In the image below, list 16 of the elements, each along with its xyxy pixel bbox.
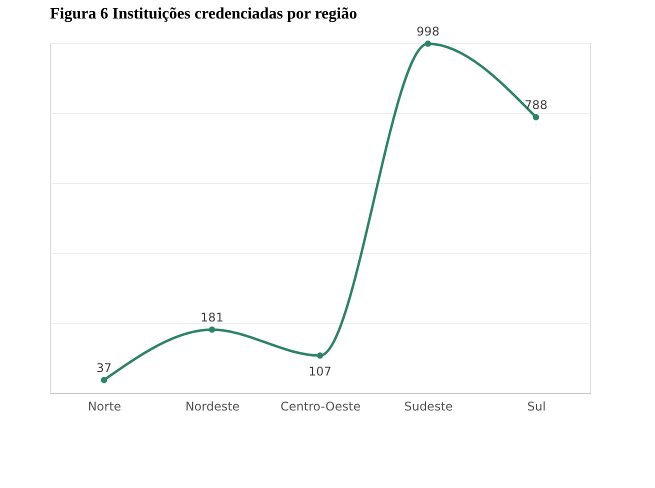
- x-tick-label: Nordeste: [185, 400, 240, 414]
- x-tick-label: Centro-Oeste: [280, 400, 361, 414]
- data-label: 107: [308, 364, 332, 379]
- data-label: 998: [416, 24, 440, 39]
- point: [316, 352, 324, 359]
- data-label: 37: [96, 361, 112, 376]
- data-label: 181: [200, 310, 224, 325]
- x-tick-label: Sudeste: [404, 400, 453, 414]
- x-tick-label: Sul: [527, 400, 546, 414]
- chart-title: Figura 6 Instituições credenciadas por região: [50, 6, 358, 23]
- x-tick-label: Norte: [88, 400, 122, 414]
- point: [100, 376, 108, 384]
- point: [532, 114, 540, 120]
- point: [424, 40, 432, 47]
- data-label: 788: [524, 98, 548, 112]
- point: [208, 326, 216, 333]
